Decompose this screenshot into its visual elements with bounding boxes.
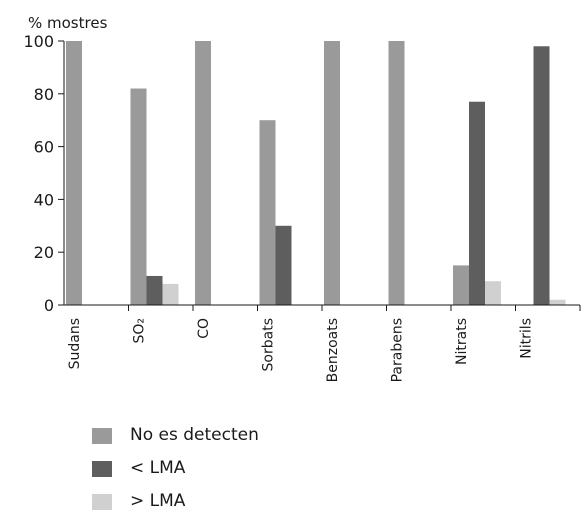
legend-item: < LMA	[92, 457, 312, 479]
bar	[453, 265, 469, 305]
bar-chart: % mostres 0 20 40 60 80 100 Sudans SO₂ CO Sorbats…	[23, 14, 581, 382]
legend-item: > LMA	[92, 490, 312, 512]
x-tick-label: CO	[196, 318, 212, 339]
x-tick-label: Sorbats	[261, 318, 277, 371]
legend-swatch	[92, 428, 112, 444]
bar	[485, 281, 501, 305]
x-tick-label: Benzoats	[325, 318, 341, 382]
legend-label: No es detecten	[130, 425, 259, 445]
x-tick-label: SO₂	[132, 318, 148, 344]
bar	[66, 41, 82, 305]
y-tick-label: 60	[34, 138, 54, 157]
bar	[469, 101, 485, 305]
y-tick-label: 0	[44, 296, 54, 315]
bar	[533, 46, 550, 305]
legend-swatch	[92, 461, 112, 477]
x-tick-label: Sudans	[67, 318, 83, 369]
legend-label: > LMA	[130, 491, 186, 511]
legend-label: < LMA	[130, 458, 186, 478]
bar	[195, 41, 211, 305]
bar	[259, 120, 276, 305]
bar	[388, 41, 405, 305]
bar	[549, 299, 566, 305]
y-axis-label: % mostres	[28, 14, 108, 32]
y-tick-label: 40	[34, 190, 54, 209]
y-tick-label: 100	[23, 32, 54, 51]
bar	[146, 275, 163, 305]
legend-item: No es detecten	[92, 424, 312, 446]
legend-swatch	[92, 494, 112, 510]
bar	[324, 41, 340, 305]
bar	[130, 88, 147, 306]
y-tick-label: 20	[34, 243, 54, 262]
x-tick-label: Nitrats	[454, 318, 470, 365]
bar	[275, 225, 292, 305]
bar	[162, 283, 179, 305]
x-tick-label: Nitrils	[519, 318, 535, 359]
x-tick-label: Parabens	[390, 318, 406, 382]
y-tick-label: 80	[34, 85, 54, 104]
